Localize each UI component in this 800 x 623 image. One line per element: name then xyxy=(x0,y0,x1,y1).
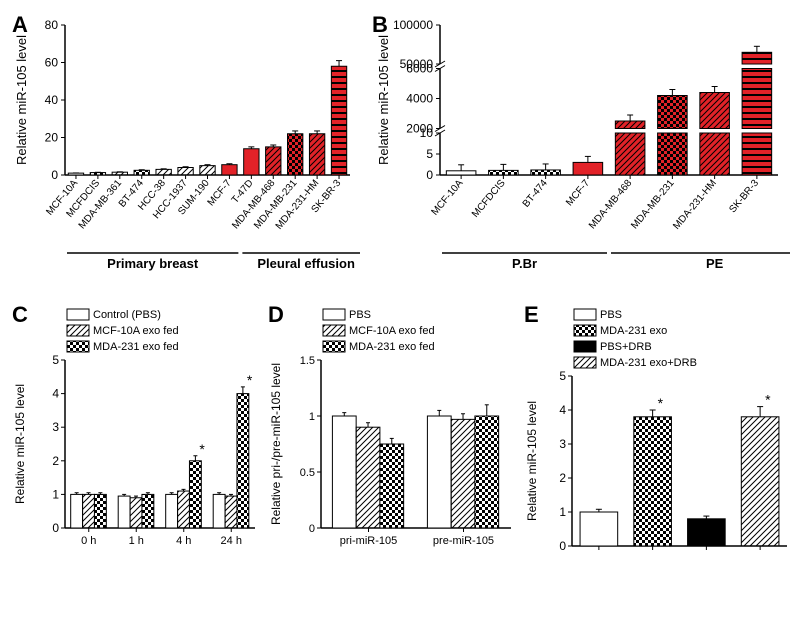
svg-text:24 h: 24 h xyxy=(221,535,242,547)
svg-text:4000: 4000 xyxy=(406,92,433,106)
svg-text:Relative miR-105 level: Relative miR-105 level xyxy=(13,384,27,504)
svg-text:*: * xyxy=(658,395,664,411)
svg-text:MCF-10A exo fed: MCF-10A exo fed xyxy=(93,325,179,337)
svg-text:80: 80 xyxy=(45,18,59,32)
panel-e: E 012345Relative miR-105 level**PBSMDA-2… xyxy=(522,300,792,580)
panel-c-chart: 0 1 2 3 4 5 Relative miR-105 level 0 h 1 h * 4 h * 2… xyxy=(10,300,260,580)
svg-text:SK-BR-3: SK-BR-3 xyxy=(727,178,761,216)
panel-d: D 00.511.5Relative pri-/pre-miR-105 leve… xyxy=(266,300,516,580)
svg-text:50000: 50000 xyxy=(400,57,434,71)
svg-text:0: 0 xyxy=(426,168,433,182)
svg-text:4: 4 xyxy=(559,403,566,417)
svg-text:4 h: 4 h xyxy=(176,535,191,547)
svg-text:pri-miR-105: pri-miR-105 xyxy=(340,535,397,547)
svg-text:5: 5 xyxy=(426,147,433,161)
svg-text:MDA-231 exo+DRB: MDA-231 exo+DRB xyxy=(600,357,697,369)
svg-text:MDA-MB-231: MDA-MB-231 xyxy=(629,178,677,232)
svg-text:100000: 100000 xyxy=(393,18,433,32)
svg-text:Relative miR-105 level: Relative miR-105 level xyxy=(525,401,539,521)
svg-text:PBS: PBS xyxy=(600,309,622,321)
svg-text:2000: 2000 xyxy=(406,122,433,136)
svg-text:PBS: PBS xyxy=(349,309,371,321)
figure-grid: A 020406080Relative miR-105 levelMCF-10A… xyxy=(10,10,790,580)
svg-text:MDA-MB-468: MDA-MB-468 xyxy=(587,178,635,232)
svg-text:1: 1 xyxy=(309,411,315,423)
svg-text:MDA-231 exo fed: MDA-231 exo fed xyxy=(349,341,435,353)
panel-d-chart: 0 0.5 1 1.5 Relative pri-/pre-miR-105 level p… xyxy=(266,300,516,580)
svg-text:MCF-7: MCF-7 xyxy=(206,178,234,209)
svg-text:1: 1 xyxy=(559,505,566,519)
panel-b-chart: 051020004000600050000100000Relative miR-… xyxy=(370,10,790,290)
svg-text:0.5: 0.5 xyxy=(300,467,315,479)
svg-text:60: 60 xyxy=(45,56,59,70)
svg-text:0: 0 xyxy=(309,523,315,535)
svg-text:MCF-10A exo fed: MCF-10A exo fed xyxy=(349,325,435,337)
panel-a-chart: 020406080Relative miR-105 levelMCF-10AMC… xyxy=(10,10,360,290)
svg-text:P.Br: P.Br xyxy=(512,256,537,271)
svg-text:MDA-231 exo: MDA-231 exo xyxy=(600,325,667,337)
panel-a: A 020406080Relative miR-105 levelMCF-10A… xyxy=(10,10,360,290)
panel-row-cde: C 012345Relative miR-105 level0 h1 h*4 h… xyxy=(10,300,790,580)
svg-text:Relative pri-/pre-miR-105 leve: Relative pri-/pre-miR-105 level xyxy=(269,363,283,525)
svg-text:Primary breast: Primary breast xyxy=(107,256,199,271)
svg-text:PE: PE xyxy=(706,256,724,271)
svg-text:*: * xyxy=(199,441,205,457)
svg-text:Control (PBS): Control (PBS) xyxy=(93,309,161,321)
svg-text:BT-474: BT-474 xyxy=(521,178,550,210)
svg-text:pre-miR-105: pre-miR-105 xyxy=(433,535,494,547)
svg-text:MCF-7: MCF-7 xyxy=(564,178,592,209)
svg-text:0: 0 xyxy=(52,521,59,535)
svg-text:20: 20 xyxy=(45,131,59,145)
svg-text:1.5: 1.5 xyxy=(300,355,315,367)
svg-text:2: 2 xyxy=(52,454,59,468)
svg-text:1 h: 1 h xyxy=(129,535,144,547)
svg-text:5: 5 xyxy=(52,353,59,367)
svg-text:*: * xyxy=(247,372,253,388)
panel-b: B 051020004000600050000100000Relative mi… xyxy=(370,10,790,290)
panel-e-chart: 0 1 2 3 4 5 Relative miR-105 level * * PBS MDA-231… xyxy=(522,300,792,580)
svg-text:5: 5 xyxy=(559,369,566,383)
svg-text:MCF-10A: MCF-10A xyxy=(429,178,465,218)
svg-text:Relative miR-105 level: Relative miR-105 level xyxy=(376,35,391,165)
svg-text:2: 2 xyxy=(559,471,566,485)
svg-text:0: 0 xyxy=(51,168,58,182)
panel-c: C 012345Relative miR-105 level0 h1 h*4 h… xyxy=(10,300,260,580)
svg-text:MDA-231-HM: MDA-231-HM xyxy=(671,178,719,232)
svg-text:PBS+DRB: PBS+DRB xyxy=(600,341,652,353)
svg-text:Pleural effusion: Pleural effusion xyxy=(257,256,355,271)
svg-text:3: 3 xyxy=(52,420,59,434)
svg-text:1: 1 xyxy=(52,487,59,501)
svg-text:40: 40 xyxy=(45,93,59,107)
svg-text:4: 4 xyxy=(52,387,59,401)
svg-text:*: * xyxy=(765,392,771,408)
svg-text:0: 0 xyxy=(559,539,566,553)
svg-text:MCFDCIS: MCFDCIS xyxy=(470,178,508,220)
svg-text:3: 3 xyxy=(559,437,566,451)
svg-text:Relative miR-105 level: Relative miR-105 level xyxy=(14,35,29,165)
svg-text:0 h: 0 h xyxy=(81,535,96,547)
svg-text:MDA-231 exo fed: MDA-231 exo fed xyxy=(93,341,179,353)
